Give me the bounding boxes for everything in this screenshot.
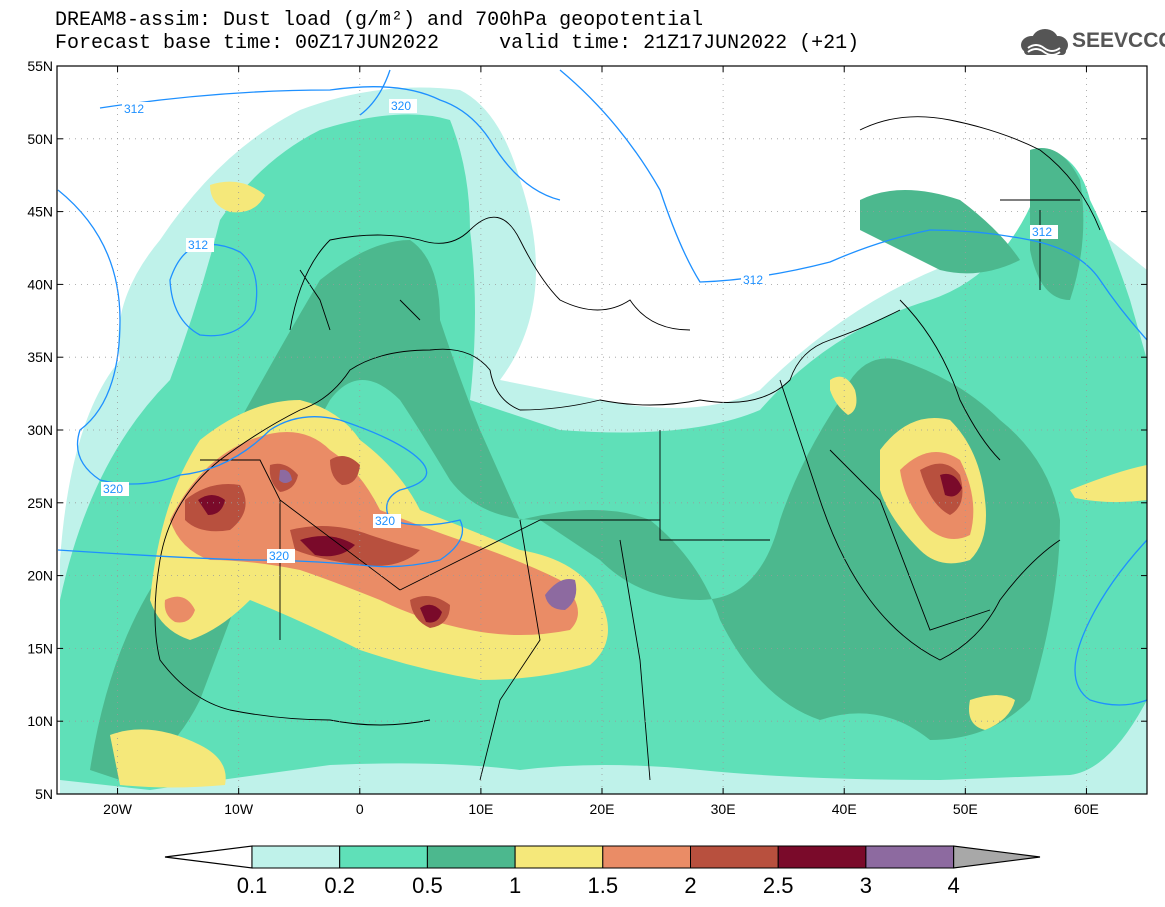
contour-label: 320 [375, 514, 395, 528]
lat-tick-label: 50N [27, 131, 53, 147]
colorbar-segment [426, 845, 516, 869]
lat-tick-label: 25N [27, 495, 53, 511]
lon-tick-label: 40E [832, 801, 857, 817]
lon-tick-label: 20W [103, 801, 133, 817]
lon-tick-label: 50E [953, 801, 978, 817]
contour-label: 320 [103, 482, 123, 496]
colorbar-label: 0.2 [324, 873, 355, 898]
lat-tick-label: 15N [27, 640, 53, 656]
colorbar-segment [339, 845, 428, 869]
colorbar-over-arrow [952, 845, 1041, 869]
lat-tick-label: 55N [27, 58, 53, 74]
lat-tick-label: 30N [27, 422, 53, 438]
contour-label: 312 [743, 273, 763, 287]
colorbar-label: 1.5 [588, 873, 619, 898]
lat-tick-label: 20N [27, 568, 53, 584]
axis-ticks: 55N 50N 45N 40N 35N 30N 25N 20N 15N 10N 5N 20W 10W 0 1… [27, 58, 1147, 817]
cloud-logo-icon [1021, 29, 1068, 56]
contour-label: 312 [124, 102, 144, 116]
colorbar-segment [865, 845, 955, 869]
lon-tick-label: 60E [1074, 801, 1099, 817]
colorbar-label: 1 [509, 873, 521, 898]
lat-tick-label: 10N [27, 713, 53, 729]
colorbar-segment [777, 845, 867, 869]
lat-tick-label: 35N [27, 349, 53, 365]
colorbar-segment [251, 845, 341, 869]
lon-tick-label: 0 [356, 801, 364, 817]
lat-tick-label: 5N [35, 786, 53, 802]
colorbar-label: 2 [684, 873, 696, 898]
lon-tick-label: 10W [224, 801, 254, 817]
forecast-time-subtitle: Forecast base time: 00Z17JUN2022 valid t… [55, 32, 860, 55]
lon-tick-label: 20E [590, 801, 615, 817]
contour-label: 320 [269, 549, 289, 563]
map-title: DREAM8-assim: Dust load (g/m²) and 700hP… [55, 9, 704, 32]
dust-field [60, 87, 1147, 794]
colorbar-label: 4 [947, 873, 959, 898]
colorbar-segment [602, 845, 691, 869]
lat-tick-label: 45N [27, 204, 53, 220]
lon-tick-label: 30E [711, 801, 736, 817]
lon-tick-label: 10E [468, 801, 493, 817]
contour-labels: 312 320 312 312 312 320 320 320 [101, 99, 1058, 563]
contour-label: 320 [391, 99, 411, 113]
coastlines [154, 116, 1101, 781]
colorbar-label: 3 [860, 873, 872, 898]
colorbar-segment [514, 845, 604, 869]
colorbar-label: 2.5 [763, 873, 794, 898]
lat-tick-label: 40N [27, 276, 53, 292]
logo-text: SEEVCCC [1072, 29, 1165, 52]
colorbar-under-arrow [164, 845, 253, 869]
contour-label: 312 [188, 238, 208, 252]
colorbar-label: 0.1 [237, 873, 268, 898]
contour-label: 312 [1032, 225, 1052, 239]
graticule [57, 66, 1147, 794]
colorbar-label: 0.5 [412, 873, 443, 898]
colorbar: 0.1 0.2 0.5 1 1.5 2 2.5 3 4 [164, 845, 1041, 898]
colorbar-segment [690, 845, 779, 869]
